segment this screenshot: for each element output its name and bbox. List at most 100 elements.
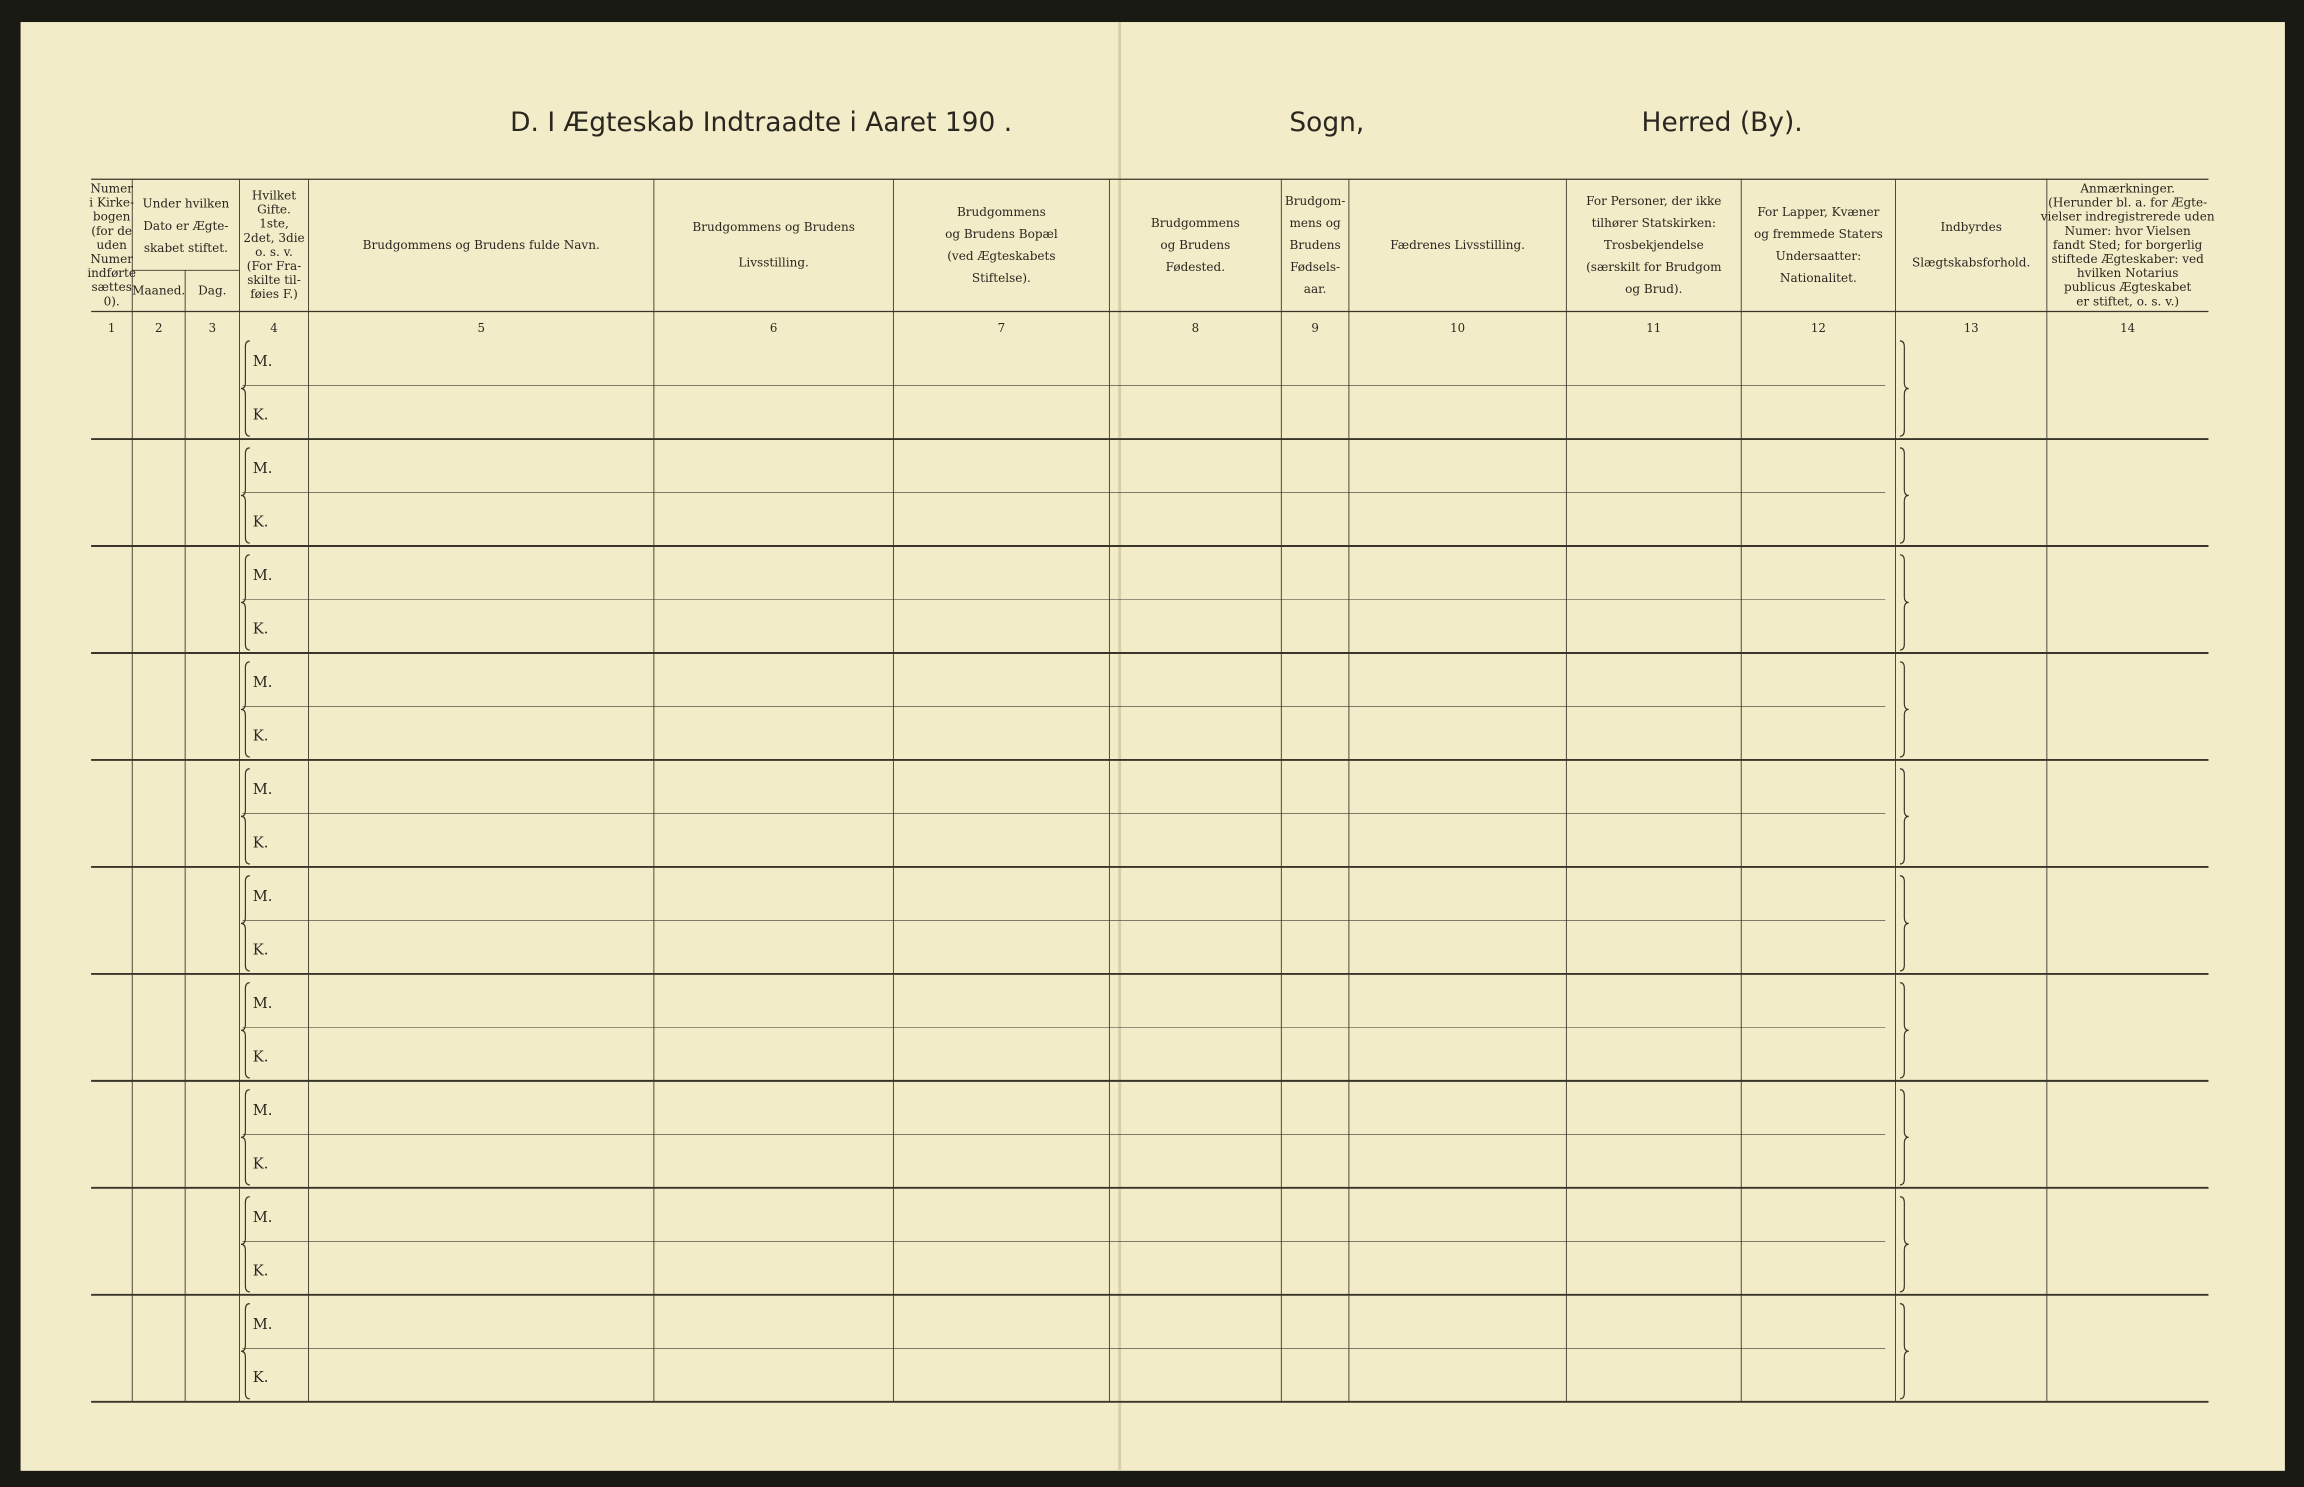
column-header: i Kirke- [89, 196, 134, 210]
column-number: 8 [1192, 321, 1199, 335]
brace [240, 982, 250, 1079]
brace [240, 447, 250, 544]
column-number: 12 [1811, 321, 1826, 335]
column-header: (særskilt for Brudgom [1586, 260, 1722, 274]
column-header: For Lapper, Kvæner [1757, 205, 1879, 219]
column-header: og Brudens Bopæl [945, 227, 1058, 241]
groom-marker: M. [253, 353, 273, 370]
column-header: Stiftelse). [972, 271, 1031, 285]
brace [1899, 1089, 1909, 1186]
column-number: 3 [209, 321, 216, 335]
column-number: 6 [770, 321, 777, 335]
column-number: 5 [477, 321, 484, 335]
column-header: Numer [90, 181, 133, 195]
column-header: Fødested. [1166, 260, 1225, 274]
column-header: Brudgommens [957, 205, 1046, 219]
title: D. I Ægteskab Indtraadte i Aaret 190 . [510, 107, 1012, 138]
column-number: 7 [998, 321, 1005, 335]
column-number: 2 [155, 321, 162, 335]
column-header: Trosbekjendelse [1604, 238, 1704, 252]
brace [240, 875, 250, 972]
column-header: bogen [93, 210, 131, 224]
bride-marker: K. [253, 620, 269, 637]
bride-marker: K. [253, 1369, 269, 1386]
bride-marker: K. [253, 941, 269, 958]
column-header: (for de [91, 224, 132, 238]
column-header: publicus Ægteskabet [2064, 280, 2191, 294]
column-header: For Personer, der ikke [1586, 194, 1721, 208]
bride-marker: K. [253, 1155, 269, 1172]
column-subheader: Dag. [198, 283, 226, 297]
column-header: tilhører Statskirken: [1592, 216, 1716, 230]
column-header: Dato er Ægte- [143, 219, 228, 233]
groom-marker: M. [253, 1209, 273, 1226]
column-header: (ved Ægteskabets [947, 249, 1055, 263]
paper [20, 22, 2285, 1471]
brace [1899, 982, 1909, 1079]
column-subheader: Maaned. [132, 283, 185, 297]
column-number: 13 [1964, 321, 1979, 335]
column-header: Brudgommens og Brudens fulde Navn. [363, 238, 600, 252]
brace [1899, 1303, 1909, 1400]
groom-marker: M. [253, 781, 273, 798]
column-header: Anmærkninger. [2079, 181, 2175, 195]
brace [240, 768, 250, 865]
column-header: Gifte. [257, 203, 291, 217]
brace [1899, 340, 1909, 437]
column-header: mens og [1289, 216, 1341, 230]
column-number: 10 [1450, 321, 1465, 335]
brace [240, 1196, 250, 1293]
column-header: Hvilket [252, 189, 296, 203]
column-header: uden [97, 238, 128, 252]
column-header: 2det, 3die [243, 231, 304, 245]
brace [1899, 554, 1909, 651]
bride-marker: K. [253, 513, 269, 530]
column-number: 11 [1646, 321, 1661, 335]
groom-marker: M. [253, 674, 273, 691]
column-header: o. s. v. [255, 245, 293, 259]
column-header: indførte [87, 266, 136, 280]
column-header: Livsstilling. [738, 256, 808, 270]
column-header: sættes [91, 280, 131, 294]
groom-marker: M. [253, 995, 273, 1012]
column-header: Numer: hvor Vielsen [2065, 224, 2191, 238]
column-header: 0). [104, 294, 120, 308]
column-header: 1ste, [259, 217, 289, 231]
column-header: Brudgom- [1285, 194, 1345, 208]
bride-marker: K. [253, 407, 269, 424]
groom-marker: M. [253, 1316, 273, 1333]
column-header: Indbyrdes [1940, 220, 2001, 234]
bride-marker: K. [253, 1048, 269, 1065]
district-label: Herred (By). [1642, 107, 1803, 138]
groom-marker: M. [253, 460, 273, 477]
column-number: 14 [2120, 321, 2135, 335]
column-header: (For Fra- [247, 259, 302, 273]
column-header: og Brud). [1625, 282, 1682, 296]
column-header: Numer [90, 252, 133, 266]
column-header: er stiftet, o. s. v.) [2076, 294, 2179, 308]
column-header: Undersaatter: [1776, 249, 1862, 263]
brace [240, 1303, 250, 1400]
brace [240, 554, 250, 651]
bride-marker: K. [253, 1262, 269, 1279]
column-header: Fædrenes Livsstilling. [1390, 238, 1525, 252]
brace [1899, 875, 1909, 972]
brace [240, 340, 250, 437]
column-header: vielser indregistrerede uden [2040, 210, 2215, 224]
column-header: skilte til- [247, 273, 301, 287]
column-header: føies F.) [250, 287, 298, 301]
brace [1899, 447, 1909, 544]
column-header: (Herunder bl. a. for Ægte- [2048, 196, 2207, 210]
bride-marker: K. [253, 727, 269, 744]
column-header: Brudgommens [1151, 216, 1240, 230]
groom-marker: M. [253, 1102, 273, 1119]
column-header: Fødsels- [1290, 260, 1340, 274]
brace [240, 1089, 250, 1186]
column-header: Under hvilken [143, 197, 230, 211]
groom-marker: M. [253, 567, 273, 584]
brace [1899, 1196, 1909, 1293]
column-header: Brudens [1290, 238, 1341, 252]
brace [240, 661, 250, 758]
column-number: 9 [1311, 321, 1318, 335]
